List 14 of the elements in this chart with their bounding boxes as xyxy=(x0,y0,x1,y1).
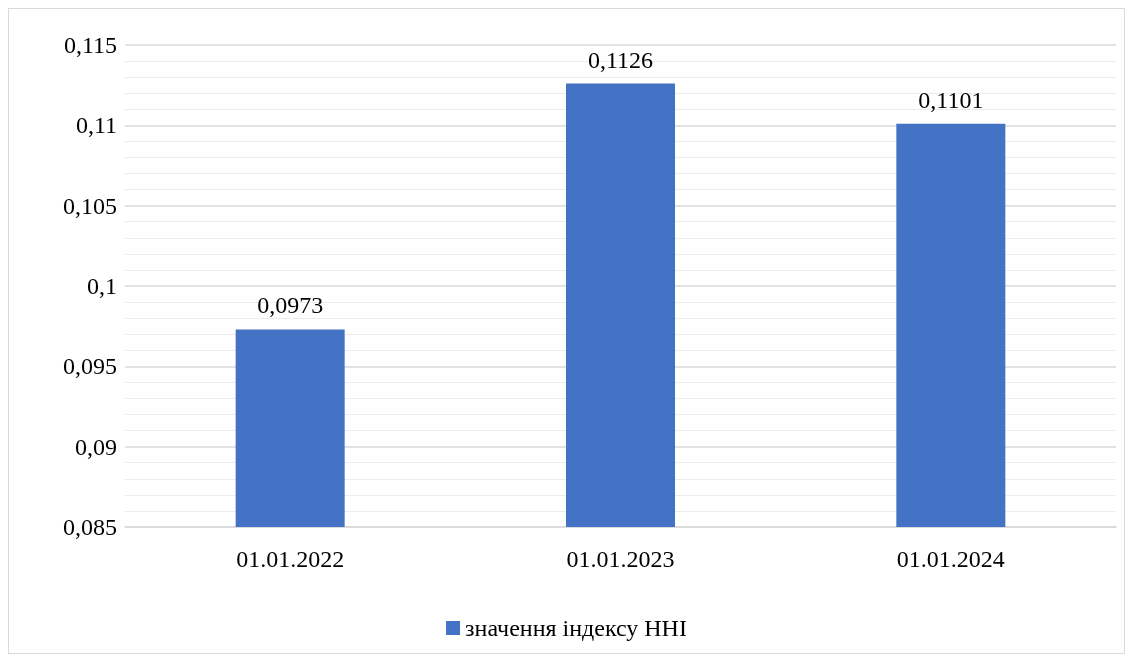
y-tick-label: 0,11 xyxy=(75,112,117,139)
x-tick-label: 01.01.2022 xyxy=(236,546,345,572)
y-tick-label: 0,09 xyxy=(75,433,117,460)
y-tick-label: 0,085 xyxy=(63,514,117,540)
y-tick-label: 0,105 xyxy=(63,192,117,219)
legend-label: значення індексу HHI xyxy=(465,615,687,641)
y-tick-label: 0,095 xyxy=(63,353,117,380)
x-tick-label: 01.01.2024 xyxy=(896,546,1005,572)
data-label: 0,1101 xyxy=(918,86,984,113)
y-tick-label: 0,1 xyxy=(87,273,117,299)
data-label: 0,1126 xyxy=(587,46,654,73)
x-tick-label: 01.01.2023 xyxy=(566,546,675,572)
data-label: 0,0973 xyxy=(257,292,324,319)
y-tick-label: 0,115 xyxy=(63,32,117,58)
